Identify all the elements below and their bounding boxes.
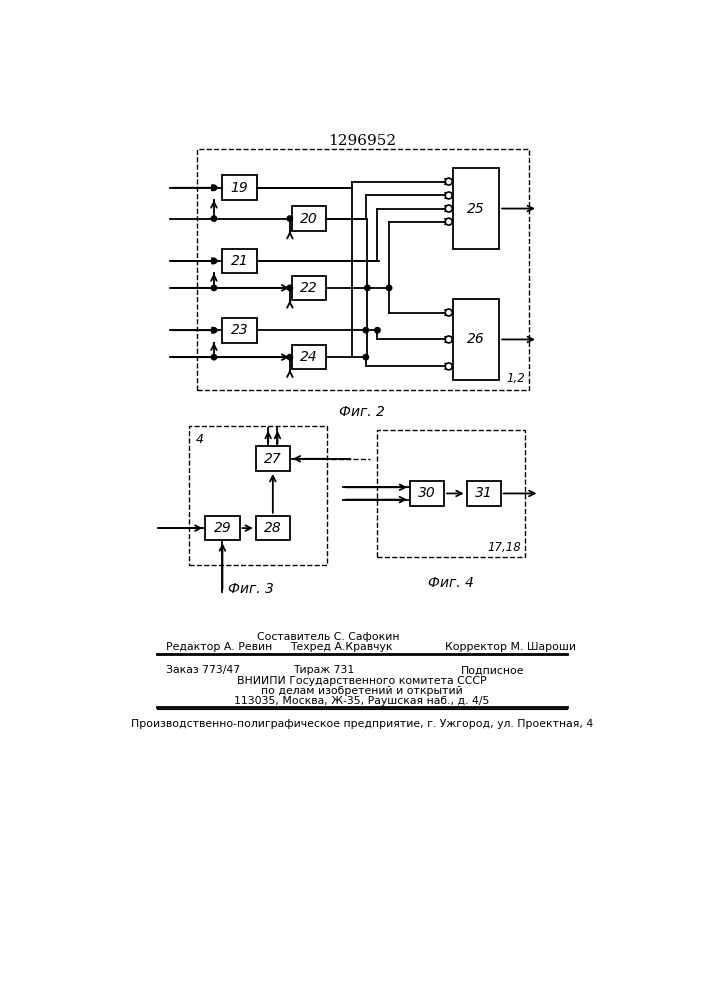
Text: ВНИИПИ Государственного комитета СССР: ВНИИПИ Государственного комитета СССР [237,676,486,686]
Bar [452,168,499,249]
Circle shape [211,216,216,221]
Bar [292,345,327,369]
Circle shape [365,285,370,291]
Bar [223,175,257,200]
Bar [197,149,529,389]
Circle shape [445,178,452,185]
Circle shape [445,218,452,225]
Text: 29: 29 [214,521,231,535]
Circle shape [211,354,216,360]
Text: 21: 21 [230,254,248,268]
Text: 1,2: 1,2 [506,372,525,385]
Bar [256,516,290,540]
Bar [256,446,290,471]
Text: Производственно-полиграфическое предприятие, г. Ужгород, ул. Проектная, 4: Производственно-полиграфическое предприя… [131,719,593,729]
Bar [467,481,501,506]
Text: Техред А.Кравчук: Техред А.Кравчук [290,642,392,652]
Text: 1296952: 1296952 [328,134,396,148]
Text: Подписное: Подписное [460,665,524,675]
Circle shape [445,192,452,199]
Circle shape [375,328,380,333]
Circle shape [445,205,452,212]
Bar [452,299,499,380]
Text: по делам изобретений и открытий: по делам изобретений и открытий [261,686,463,696]
Text: 17,18: 17,18 [487,541,521,554]
Circle shape [211,258,216,264]
Circle shape [363,354,368,360]
Text: Тираж 731: Тираж 731 [293,665,354,675]
Circle shape [211,328,216,333]
Bar [378,430,525,557]
Text: 19: 19 [230,181,248,195]
Circle shape [363,328,368,333]
Circle shape [287,216,293,221]
Text: 26: 26 [467,332,485,346]
Text: 24: 24 [300,350,318,364]
Bar [223,249,257,273]
Text: Составитель С. Сафокин: Составитель С. Сафокин [257,632,400,642]
Bar [206,516,240,540]
Text: 20: 20 [300,212,318,226]
Bar [410,481,444,506]
Text: 4: 4 [195,433,204,446]
Circle shape [445,336,452,343]
Bar [292,206,327,231]
Text: 27: 27 [264,452,281,466]
Circle shape [211,285,216,291]
Text: Фиг. 3: Фиг. 3 [228,582,274,596]
Text: 113035, Москва, Ж-35, Раушская наб., д. 4/5: 113035, Москва, Ж-35, Раушская наб., д. … [234,696,490,706]
Circle shape [445,309,452,316]
Text: 30: 30 [418,486,436,500]
Text: Фиг. 4: Фиг. 4 [428,576,474,590]
Text: Фиг. 2: Фиг. 2 [339,405,385,419]
Circle shape [445,363,452,370]
Text: Корректор М. Шароши: Корректор М. Шароши [445,642,576,652]
Bar [292,276,327,300]
Text: Редактор А. Ревин: Редактор А. Ревин [166,642,272,652]
Text: 23: 23 [230,323,248,337]
Text: Заказ 773/47: Заказ 773/47 [166,665,240,675]
Text: 28: 28 [264,521,281,535]
Text: 25: 25 [467,202,485,216]
Text: 31: 31 [474,486,493,500]
Circle shape [386,285,392,291]
Bar [189,426,327,565]
Circle shape [287,285,293,291]
Text: 22: 22 [300,281,318,295]
Circle shape [211,185,216,190]
Bar [223,318,257,343]
Circle shape [287,354,293,360]
